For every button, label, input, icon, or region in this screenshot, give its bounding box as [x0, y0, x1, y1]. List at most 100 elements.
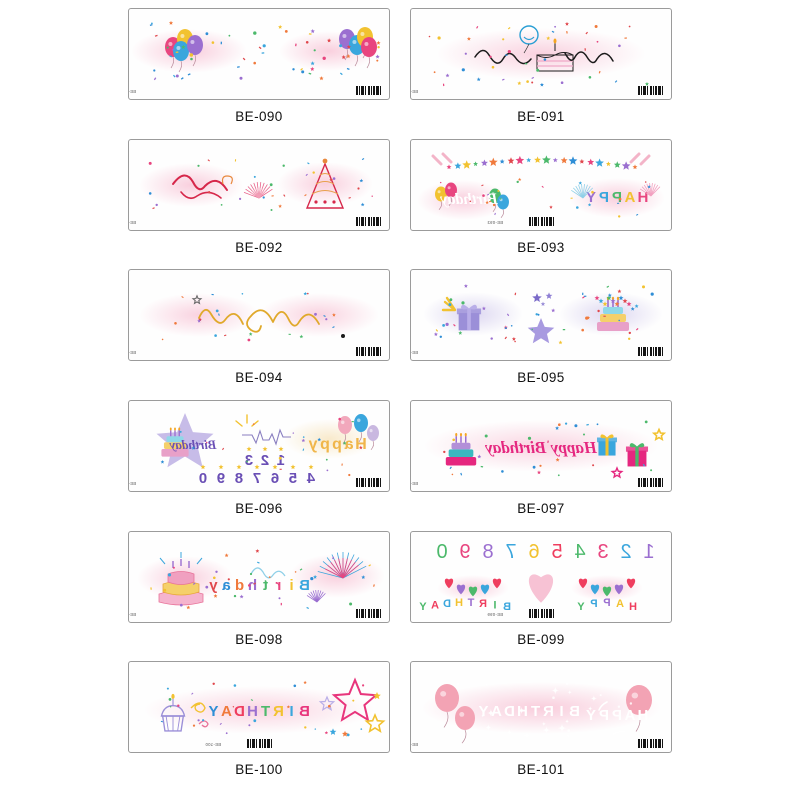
- svg-text:5: 5: [551, 541, 562, 563]
- svg-text:I: I: [559, 703, 563, 720]
- product-cell-be-094[interactable]: BE-094 BE-094: [128, 269, 390, 400]
- product-cell-be-095[interactable]: BE-095 BE-095: [410, 269, 672, 400]
- barcode-icon: [247, 739, 273, 749]
- svg-text:0: 0: [436, 541, 447, 563]
- barcode-icon: [638, 347, 664, 357]
- svg-text:H: H: [517, 703, 528, 720]
- svg-text:2: 2: [620, 541, 631, 563]
- svg-text:Y: Y: [419, 601, 427, 613]
- svg-text:A: A: [624, 189, 635, 206]
- svg-text:I: I: [493, 599, 496, 611]
- product-artwork-balloons-confetti: [129, 9, 389, 99]
- product-cell-be-097[interactable]: Happy Birthday BE-097 BE-097: [410, 400, 672, 531]
- product-caption: BE-090: [235, 109, 283, 124]
- product-code-label: BE-091: [410, 89, 418, 94]
- svg-text:A: A: [616, 598, 624, 610]
- product-caption: BE-101: [517, 762, 565, 778]
- svg-text:3: 3: [597, 541, 608, 563]
- product-card-be-093[interactable]: Birthday H A P P Y BE-093: [410, 138, 672, 231]
- product-caption: BE-095: [517, 370, 565, 386]
- svg-text:5: 5: [289, 470, 297, 487]
- svg-text:P: P: [599, 707, 609, 724]
- svg-text:Y: Y: [478, 703, 488, 720]
- product-cell-be-092[interactable]: BE-092 BE-092: [128, 138, 390, 270]
- svg-text:H: H: [638, 189, 649, 206]
- svg-text:T: T: [467, 597, 474, 609]
- svg-text:T: T: [531, 703, 540, 720]
- barcode-icon: [356, 608, 382, 618]
- svg-text:4: 4: [306, 470, 315, 487]
- product-cell-be-091[interactable]: BE-091 BE-091: [410, 8, 672, 139]
- svg-text:4: 4: [574, 541, 585, 563]
- product-card-be-094[interactable]: BE-094: [128, 269, 390, 362]
- product-card-be-095[interactable]: BE-095: [410, 269, 672, 362]
- svg-text:r: r: [275, 577, 281, 594]
- product-code-label: BE-093: [487, 219, 503, 225]
- svg-text:B: B: [569, 703, 580, 720]
- svg-text:A: A: [624, 707, 635, 724]
- svg-text:a: a: [344, 436, 353, 453]
- barcode-icon: [638, 86, 664, 95]
- svg-text:y: y: [209, 577, 218, 594]
- product-grid: BE-090 BE-090 BE-091 BE-091 BE-092 BE-09…: [128, 8, 672, 792]
- product-code-label: BE-099: [487, 611, 503, 617]
- product-cell-be-093[interactable]: Birthday H A P P Y BE-093 BE-093: [410, 138, 672, 270]
- barcode-icon: [638, 478, 664, 487]
- svg-text:3: 3: [245, 452, 253, 469]
- product-card-be-097[interactable]: Happy Birthday BE-097: [410, 400, 672, 492]
- product-caption: BE-100: [235, 762, 283, 778]
- product-code-label: BE-100: [205, 742, 221, 748]
- product-artwork-gold-script: [129, 270, 389, 360]
- product-caption: BE-096: [235, 501, 283, 516]
- svg-text:a: a: [222, 577, 231, 594]
- product-artwork-purple-gift-cake-stars: [411, 270, 671, 360]
- svg-text:9: 9: [459, 541, 470, 563]
- svg-text:1: 1: [277, 452, 285, 469]
- svg-text:8: 8: [235, 470, 243, 487]
- barcode-icon: [529, 216, 555, 226]
- product-card-be-098[interactable]: Birthday BE-098: [128, 530, 390, 623]
- product-cell-be-098[interactable]: Birthday BE-098 BE-098: [128, 530, 390, 662]
- svg-text:Birthday: Birthday: [439, 191, 499, 208]
- product-code-label: BE-097: [410, 481, 418, 486]
- svg-text:1: 1: [643, 541, 654, 563]
- svg-text:Happy Birthday: Happy Birthday: [485, 438, 598, 457]
- svg-text:6: 6: [528, 541, 539, 563]
- svg-text:P: P: [612, 189, 622, 206]
- svg-text:Y: Y: [586, 189, 596, 206]
- product-cell-be-090[interactable]: BE-090 BE-090: [128, 8, 390, 139]
- svg-text:P: P: [590, 598, 597, 610]
- svg-text:Birthday: Birthday: [169, 437, 217, 452]
- svg-text:p: p: [332, 436, 342, 453]
- svg-text:B: B: [299, 703, 310, 720]
- product-code-label: BE-094: [128, 350, 136, 356]
- product-artwork-red-script-party-hat: [129, 140, 389, 230]
- barcode-icon: [356, 216, 382, 226]
- svg-text:H: H: [455, 597, 463, 609]
- product-code-label: BE-096: [128, 481, 136, 486]
- svg-text:y: y: [308, 436, 317, 453]
- svg-text:H: H: [355, 436, 367, 453]
- product-card-be-091[interactable]: BE-091: [410, 8, 672, 100]
- product-caption: BE-099: [517, 631, 565, 647]
- product-caption: BE-091: [517, 109, 565, 124]
- svg-text:Y: Y: [208, 703, 218, 720]
- svg-text:Y: Y: [586, 707, 596, 724]
- product-card-be-090[interactable]: BE-090: [128, 8, 390, 100]
- svg-text:i: i: [289, 577, 293, 594]
- svg-text:2: 2: [261, 452, 269, 469]
- product-caption: BE-093: [517, 239, 565, 255]
- product-card-be-092[interactable]: BE-092: [128, 138, 390, 231]
